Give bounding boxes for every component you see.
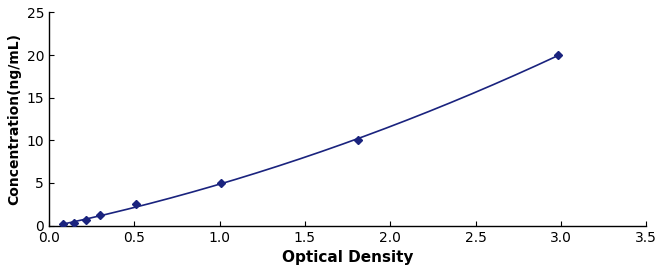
X-axis label: Optical Density: Optical Density [282, 250, 413, 265]
Y-axis label: Concentration(ng/mL): Concentration(ng/mL) [7, 33, 21, 205]
